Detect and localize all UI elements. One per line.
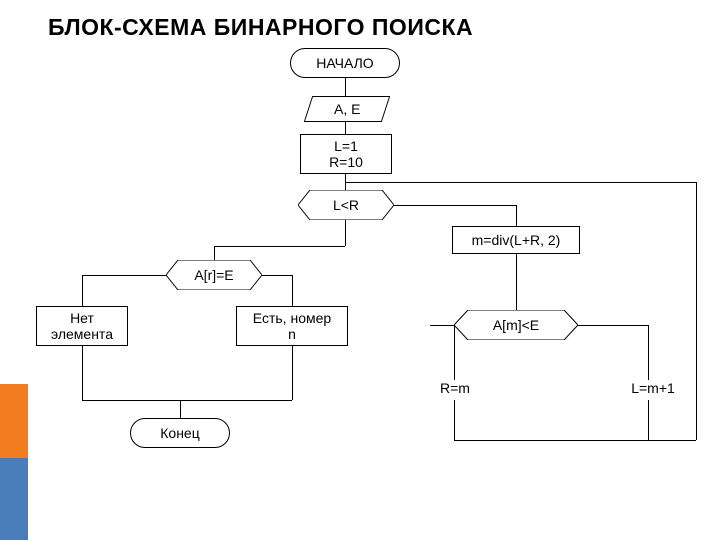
- node-cond2-label: A[r]=E: [194, 267, 233, 283]
- flowchart-canvas: БЛОК-СХЕМА БИНАРНОГО ПОИСКА НАЧАЛО A, E: [0, 0, 720, 540]
- node-start-label: НАЧАЛО: [316, 55, 373, 71]
- node-input-label: A, E: [334, 101, 360, 117]
- accent-bar-orange: [0, 384, 28, 458]
- node-input: A, E: [304, 96, 390, 122]
- node-init-label: L=1 R=10: [329, 138, 363, 170]
- node-cond2: A[r]=E: [166, 260, 262, 290]
- node-cond1-label: L<R: [333, 197, 359, 213]
- node-l-equals-m1-label: L=m+1: [631, 380, 675, 396]
- node-found-label: Есть, номер n: [253, 310, 331, 342]
- node-calc-m: m=div(L+R, 2): [452, 226, 580, 254]
- node-r-equals-m: R=m: [430, 380, 480, 400]
- node-init: L=1 R=10: [300, 134, 392, 174]
- node-cond3-label: A[m]<E: [493, 317, 539, 333]
- node-cond3: A[m]<E: [454, 310, 578, 340]
- node-cond1: L<R: [298, 190, 394, 220]
- node-calc-m-label: m=div(L+R, 2): [472, 232, 561, 248]
- accent-bar-blue: [0, 458, 28, 540]
- node-no-element: Нет элемента: [36, 306, 128, 346]
- node-found: Есть, номер n: [236, 306, 348, 346]
- node-end-label: Конец: [160, 425, 199, 441]
- node-r-equals-m-label: R=m: [440, 380, 470, 396]
- page-title: БЛОК-СХЕМА БИНАРНОГО ПОИСКА: [48, 14, 473, 41]
- node-start: НАЧАЛО: [290, 48, 400, 78]
- node-l-equals-m1: L=m+1: [618, 380, 688, 400]
- node-end: Конец: [130, 418, 230, 448]
- node-no-element-label: Нет элемента: [51, 310, 113, 342]
